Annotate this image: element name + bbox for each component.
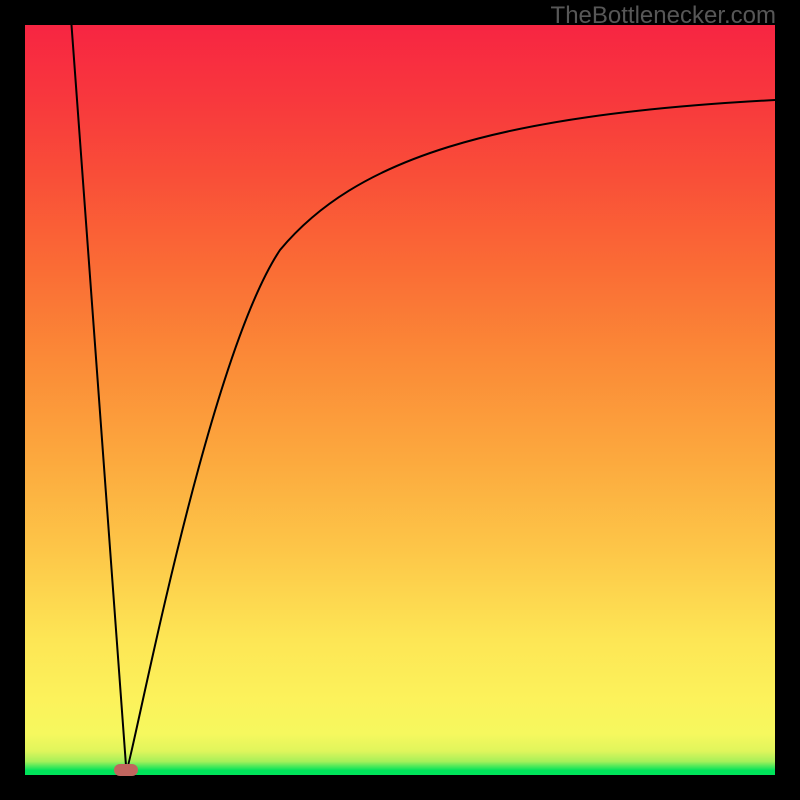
gradient-background — [25, 25, 775, 775]
watermark-label: TheBottlenecker.com — [551, 2, 776, 30]
plot-area — [25, 25, 775, 775]
optimal-point-marker — [114, 764, 138, 776]
chart-container: TheBottlenecker.com — [0, 0, 800, 800]
